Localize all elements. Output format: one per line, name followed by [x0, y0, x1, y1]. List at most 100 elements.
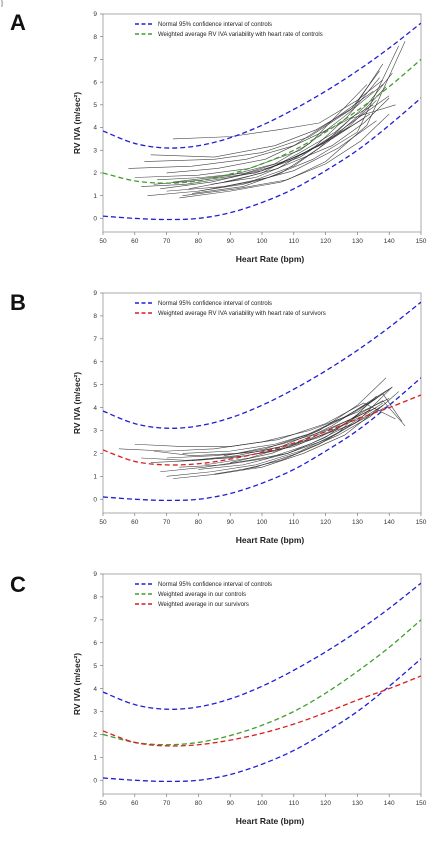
panel-letter: A: [10, 10, 26, 35]
panel-letter: C: [10, 572, 26, 597]
individual-series-line: [166, 104, 374, 174]
reference-curve: [103, 675, 421, 747]
x-tick-label: 50: [99, 519, 107, 526]
legend-label: Normal 95% confidence interval of contro…: [158, 22, 272, 28]
y-tick-label: 3: [93, 709, 97, 716]
individual-series-line: [166, 395, 377, 477]
x-axis-title: Heart Rate (bpm): [236, 535, 305, 545]
x-tick-label: 60: [131, 519, 139, 526]
x-tick-label: 90: [227, 238, 235, 245]
individual-series-line: [172, 84, 368, 183]
y-tick-label: 8: [93, 313, 97, 320]
plot-frame: [102, 292, 422, 514]
x-tick-label: 70: [163, 519, 171, 526]
x-axis-title: Heart Rate (bpm): [236, 816, 305, 826]
y-tick-label: 7: [93, 336, 97, 343]
y-tick-label: 9: [93, 11, 97, 18]
y-tick-label: 8: [93, 594, 97, 601]
y-tick-label: 4: [93, 125, 97, 132]
reference-curve: [103, 97, 421, 221]
plot-area: [103, 22, 421, 221]
y-axis-title: RV IVA (m/sec²): [72, 92, 82, 154]
y-tick-label: 7: [93, 57, 97, 64]
figure-panels: A50 60 70 80 90 100 110 120 130 140 1500123456789H…: [10, 10, 427, 826]
reference-curve: [103, 301, 421, 429]
y-tick-label: 5: [93, 663, 97, 670]
y-tick-label: 7: [93, 617, 97, 624]
y-tick-label: 1: [93, 193, 97, 200]
individual-series-line: [198, 398, 390, 470]
x-tick-label: 100: [257, 800, 268, 807]
x-tick-label: 140: [384, 519, 395, 526]
individual-series-line: [179, 113, 390, 199]
x-tick-label: 150: [416, 519, 427, 526]
y-tick-label: 9: [93, 290, 97, 297]
reference-curve: [103, 58, 421, 184]
individual-series-line: [157, 113, 371, 181]
y-tick-label: 5: [93, 382, 97, 389]
y-tick-label: 2: [93, 732, 97, 739]
x-tick-label: 80: [195, 238, 203, 245]
x-tick-label: 70: [163, 238, 171, 245]
plot-area: [103, 301, 421, 502]
panel-letter: B: [10, 290, 26, 315]
individual-series-line: [188, 77, 380, 190]
individual-series-line: [166, 45, 400, 192]
x-tick-label: 60: [131, 238, 139, 245]
reference-curve: [103, 619, 421, 746]
plot-area: [103, 582, 421, 783]
individual-series-line: [242, 405, 384, 470]
reference-curve: [103, 22, 421, 149]
individual-series-line: [134, 402, 396, 447]
legend-label: Weighted average in our survivors: [158, 602, 249, 608]
legend-label: Weighted average RV IVA variability with…: [158, 32, 323, 38]
y-tick-label: 1: [93, 474, 97, 481]
x-tick-label: 110: [289, 800, 300, 807]
y-tick-label: 6: [93, 79, 97, 86]
y-tick-label: 4: [93, 686, 97, 693]
x-tick-label: 120: [320, 800, 331, 807]
individual-series-line: [223, 398, 377, 457]
y-axis-title: RV IVA (m/sec²): [72, 372, 82, 434]
individual-series-line: [172, 407, 380, 479]
reference-curve: [103, 658, 421, 783]
individual-series-line: [150, 63, 384, 158]
x-tick-label: 140: [384, 238, 395, 245]
individual-series-line: [134, 84, 384, 178]
x-tick-label: 140: [384, 800, 395, 807]
individual-series-line: [141, 118, 364, 187]
x-tick-label: 50: [99, 800, 107, 807]
y-tick-label: 1: [93, 755, 97, 762]
x-tick-label: 110: [289, 238, 300, 245]
reference-curve: [103, 394, 421, 466]
y-tick-label: 3: [93, 428, 97, 435]
individual-series-line: [172, 79, 384, 140]
x-tick-label: 60: [131, 800, 139, 807]
panel-c: C 50 60 70 80 90 100 110 120 130 140 150 0 1 2 3 4 5 6 7 8 9 H…: [10, 571, 427, 826]
y-tick-label: 2: [93, 451, 97, 458]
y-tick-label: 0: [93, 216, 97, 223]
x-tick-label: 120: [320, 238, 331, 245]
x-tick-label: 90: [227, 519, 235, 526]
y-tick-label: 5: [93, 102, 97, 109]
y-tick-label: 9: [93, 571, 97, 578]
reference-curve: [103, 377, 421, 502]
x-tick-label: 100: [257, 519, 268, 526]
individual-series-line: [211, 97, 390, 185]
y-tick-label: 2: [93, 170, 97, 177]
individual-series-line: [147, 120, 377, 196]
x-tick-label: 120: [320, 519, 331, 526]
individual-series-line: [192, 104, 396, 194]
x-tick-label: 70: [163, 800, 171, 807]
individual-series-line: [144, 70, 380, 162]
x-tick-label: 130: [352, 519, 363, 526]
x-tick-label: 80: [195, 519, 203, 526]
individual-series-line: [204, 386, 393, 466]
legend-label: Weighted average in our controls: [158, 592, 246, 598]
x-axis-title: Heart Rate (bpm): [236, 254, 305, 264]
x-tick-label: 80: [195, 800, 203, 807]
x-tick-label: 50: [99, 238, 107, 245]
individual-series-line: [179, 402, 384, 468]
figure-corner-mark: ]: [1, 0, 3, 7]
reference-curve: [103, 582, 421, 710]
